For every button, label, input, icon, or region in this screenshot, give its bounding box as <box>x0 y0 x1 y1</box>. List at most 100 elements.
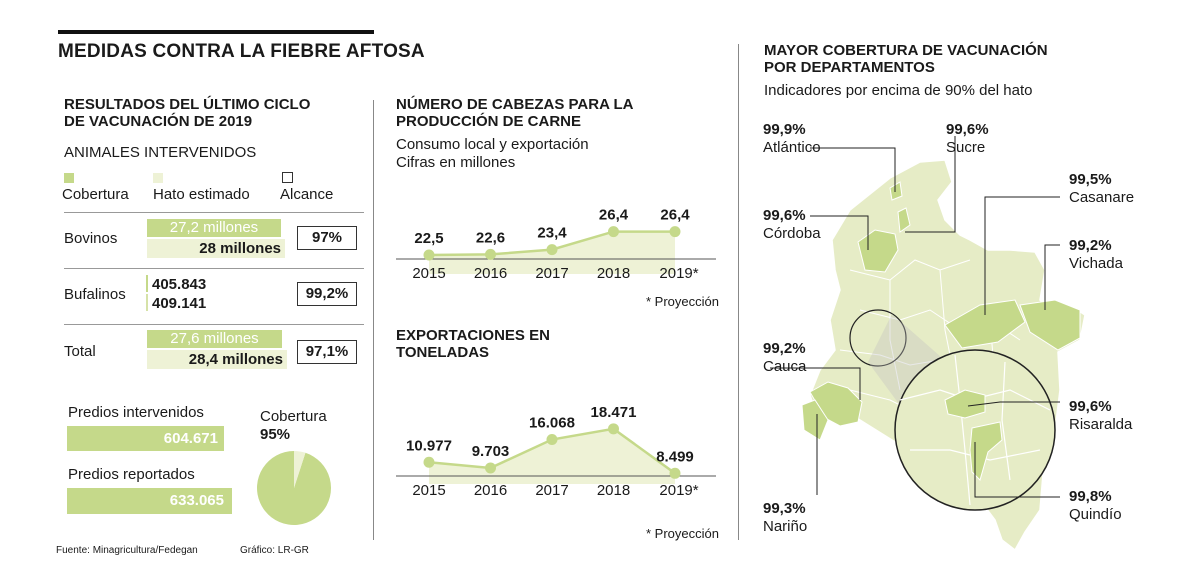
chart1-svg: 22,5 2015 22,6 2016 23,4 2017 26,4 2018 26,4 2019… <box>396 207 719 309</box>
map-label-sucre: Sucre <box>946 139 986 156</box>
header-rule <box>58 30 374 34</box>
chart1-point <box>546 244 558 256</box>
total-cobertura-bar <box>147 330 282 348</box>
chart1-point <box>669 226 681 238</box>
total-cobertura-value: 27,6 millones <box>170 330 259 347</box>
chart2-tick-label: 2017 <box>535 482 568 499</box>
bovinos-hato-bar <box>147 239 285 258</box>
legend-cobertura-label: Cobertura <box>62 186 129 203</box>
column-divider <box>738 44 739 540</box>
predios-intervenidos-label: Predios intervenidos <box>68 404 204 421</box>
chart2-point <box>485 462 496 474</box>
row-divider <box>64 324 364 325</box>
chart1-point <box>423 249 435 261</box>
chart2-tick-label: 2016 <box>474 482 507 499</box>
chart1-point <box>485 248 496 260</box>
animals-subtitle: ANIMALES INTERVENIDOS <box>64 144 257 161</box>
map-value-risaralda: 99,6% <box>1069 398 1112 415</box>
predios-intervenidos-value: 604.671 <box>163 430 218 447</box>
chart1-note: * Proyección <box>646 294 719 309</box>
column-divider <box>373 100 374 540</box>
bufalinos-hato-value: 409.141 <box>152 295 207 312</box>
chart2-note: * Proyección <box>646 526 719 541</box>
chart1-data-label: 26,4 <box>599 207 629 224</box>
chart2-data-label: 16.068 <box>529 415 575 432</box>
legend-alcance-swatch <box>282 172 293 183</box>
map-label-risaralda: Risaralda <box>1069 416 1133 433</box>
bovinos-cobertura-value: 27,2 millones <box>169 219 259 236</box>
colombia-map <box>770 136 1086 552</box>
bufalinos-alcance-box: 99,2% <box>297 282 357 306</box>
chart2-data-label: 9.703 <box>472 443 510 460</box>
legend-alcance-label: Alcance <box>280 186 334 203</box>
page-title: MEDIDAS CONTRA LA FIEBRE AFTOSA <box>58 41 425 62</box>
map-value-casanare: 99,5% <box>1069 171 1112 188</box>
map-label-cauca: Cauca <box>763 358 807 375</box>
total-hato-bar <box>147 350 287 369</box>
chart2-data-label: 8.499 <box>656 448 694 465</box>
pie-value-label: 95% <box>260 426 291 443</box>
map-dept-sucre <box>897 207 911 233</box>
coverage-pie-chart <box>257 451 331 525</box>
bovinos-cobertura-bar <box>147 219 281 237</box>
chart2-title: EXPORTACIONES EN TONELADAS <box>396 327 550 361</box>
chart1-subtitle: Consumo local y exportación Cifras en mi… <box>396 136 589 171</box>
map-value-sucre: 99,6% <box>946 121 989 138</box>
legend-hato-swatch <box>153 173 163 183</box>
row-divider <box>64 268 364 269</box>
map-dept-casanare <box>944 299 1026 349</box>
map-title: MAYOR COBERTURA DE VACUNACIÓN POR DEPART… <box>764 42 1048 76</box>
map-dept-quindio <box>969 421 1003 481</box>
chart1-tick-label: 2017 <box>535 265 568 282</box>
map-label-narino: Nariño <box>763 518 808 535</box>
predios-reportados-label: Predios reportados <box>68 466 195 483</box>
map-label-quindio: Quindío <box>1069 506 1122 523</box>
map-value-narino: 99,3% <box>763 500 806 517</box>
map-value-vichada: 99,2% <box>1069 237 1112 254</box>
chart2-tick-label: 2019* <box>659 482 698 499</box>
chart1-tick-label: 2019* <box>659 265 698 282</box>
row-label-bufalinos: Bufalinos <box>64 286 126 303</box>
bovinos-alcance-box: 97% <box>297 226 357 250</box>
chart2-tick-label: 2018 <box>597 482 630 499</box>
map-zoom-source <box>849 309 907 367</box>
chart1-title: NÚMERO DE CABEZAS PARA LA PRODUCCIÓN DE … <box>396 96 633 130</box>
map-subtitle: Indicadores por encima de 90% del hato <box>764 82 1033 99</box>
map-value-atlantico: 99,9% <box>763 121 806 138</box>
map-value-quindio: 99,8% <box>1069 488 1112 505</box>
chart2-tick-label: 2015 <box>412 482 445 499</box>
predios-intervenidos-bar <box>67 426 224 451</box>
predios-reportados-value: 633.065 <box>169 492 224 509</box>
chart1-tick-label: 2015 <box>412 265 445 282</box>
chart2-point <box>669 467 681 479</box>
chart2-point <box>608 423 619 435</box>
map-label-casanare: Casanare <box>1069 189 1135 206</box>
credit-note: Gráfico: LR-GR <box>240 545 309 556</box>
chart1-tick-label: 2018 <box>597 265 630 282</box>
chart1-data-label: 22,5 <box>414 230 443 247</box>
chart2-data-label: 10.977 <box>406 437 452 454</box>
row-label-total: Total <box>64 343 96 360</box>
map-dept-vichada <box>1019 299 1081 351</box>
map-label-cordoba: Córdoba <box>763 225 821 242</box>
legend-cobertura-swatch <box>64 173 74 183</box>
source-note: Fuente: Minagricultura/Fedegan <box>56 545 198 556</box>
pie-title: Cobertura <box>260 408 327 425</box>
map-dept-atlantico <box>889 181 903 201</box>
bufalinos-hato-bar <box>146 294 148 311</box>
map-label-atlantico: Atlántico <box>763 139 821 156</box>
chart2-point <box>423 456 435 468</box>
map-label-vichada: Vichada <box>1069 255 1123 272</box>
row-label-bovinos: Bovinos <box>64 230 118 247</box>
row-divider <box>64 212 364 213</box>
chart2-svg: 10.977 2015 9.703 2016 16.068 2017 18.471 2018 8… <box>396 404 719 541</box>
chart1-point <box>608 226 619 238</box>
map-dept-narino <box>801 399 829 441</box>
bufalinos-cobertura-value: 405.843 <box>152 276 207 293</box>
chart1-data-label: 22,6 <box>476 229 505 246</box>
chart1-tick-label: 2016 <box>474 265 507 282</box>
total-alcance-box: 97,1% <box>297 340 357 364</box>
bufalinos-cobertura-bar <box>146 275 148 292</box>
bovinos-hato-value: 28 millones <box>199 240 281 257</box>
legend-hato-label: Hato estimado <box>153 186 250 203</box>
